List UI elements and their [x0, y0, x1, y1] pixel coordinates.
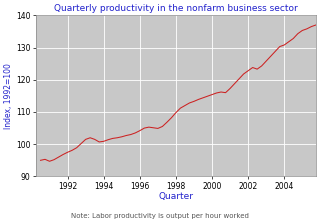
Y-axis label: Index, 1992=100: Index, 1992=100	[4, 63, 13, 129]
X-axis label: Quarter: Quarter	[158, 192, 193, 201]
Text: Note: Labor productivity is output per hour worked: Note: Labor productivity is output per h…	[71, 213, 249, 219]
Title: Quarterly productivity in the nonfarm business sector: Quarterly productivity in the nonfarm bu…	[54, 4, 298, 13]
